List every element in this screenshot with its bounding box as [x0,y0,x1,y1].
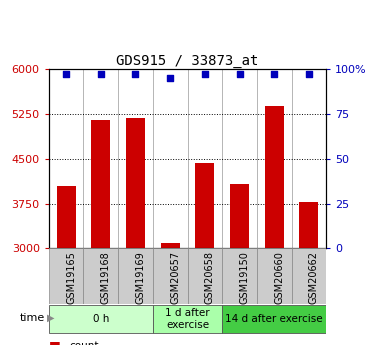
Text: ■: ■ [49,339,60,345]
Bar [265,106,284,345]
Bar [118,248,153,304]
Bar [299,202,318,345]
Title: GDS915 / 33873_at: GDS915 / 33873_at [116,54,259,68]
Bar [49,248,83,304]
Text: 1 d after
exercise: 1 d after exercise [165,308,210,330]
Point [132,72,138,77]
Bar [160,243,180,345]
Bar [83,248,118,304]
Bar [230,184,249,345]
Text: GSM19169: GSM19169 [135,251,146,304]
Bar [222,305,326,333]
Point [202,72,208,77]
Bar [188,248,222,304]
Bar [153,248,188,304]
Text: GSM19168: GSM19168 [101,251,111,304]
Text: GSM19150: GSM19150 [240,251,249,304]
Text: 14 d after exercise: 14 d after exercise [225,314,323,324]
Bar [91,120,110,345]
Text: GSM20658: GSM20658 [205,251,215,304]
Bar [49,305,153,333]
Text: time: time [20,313,45,323]
Text: ▶: ▶ [47,313,54,323]
Bar [195,164,214,345]
Bar [57,186,76,345]
Bar [126,118,145,345]
Point [271,72,277,77]
Point [167,75,173,81]
Text: GSM19165: GSM19165 [66,251,76,304]
Point [63,72,69,77]
Bar [222,248,257,304]
Bar [153,305,222,333]
Text: count: count [69,341,99,345]
Point [98,72,104,77]
Point [306,72,312,77]
Text: GSM20662: GSM20662 [309,251,319,304]
Point [237,72,243,77]
Text: GSM20660: GSM20660 [274,251,284,304]
Text: GSM20657: GSM20657 [170,251,180,304]
Bar [257,248,292,304]
Text: 0 h: 0 h [93,314,109,324]
Bar [292,248,326,304]
